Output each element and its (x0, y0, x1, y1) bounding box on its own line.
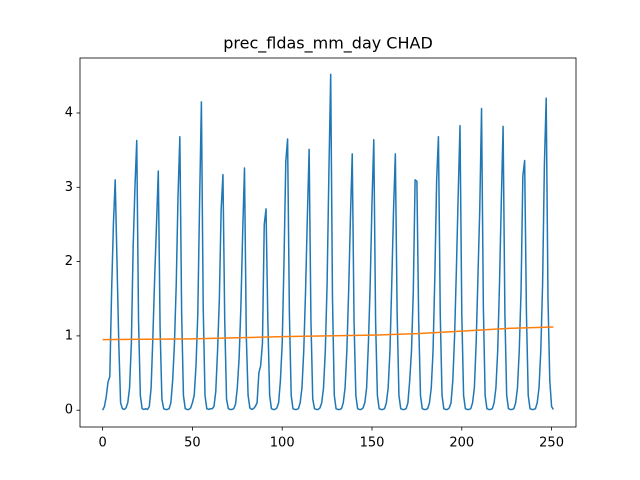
x-tick-label: 50 (184, 436, 201, 451)
y-tick-label: 3 (65, 180, 73, 195)
y-tick-label: 2 (65, 254, 73, 269)
data-line (101, 73, 555, 411)
x-tick-label: 150 (360, 436, 385, 451)
y-tick-label: 4 (65, 105, 73, 120)
axes-frame (79, 57, 577, 428)
x-tick-label: 200 (449, 436, 474, 451)
y-tick-label: 1 (65, 328, 73, 343)
y-tick-label: 0 (65, 403, 73, 418)
x-tick-label: 0 (98, 436, 106, 451)
data-line (102, 326, 554, 341)
x-tick-label: 100 (270, 436, 295, 451)
chart-title: prec_fldas_mm_day CHAD (223, 34, 433, 54)
x-tick-label: 250 (539, 436, 564, 451)
